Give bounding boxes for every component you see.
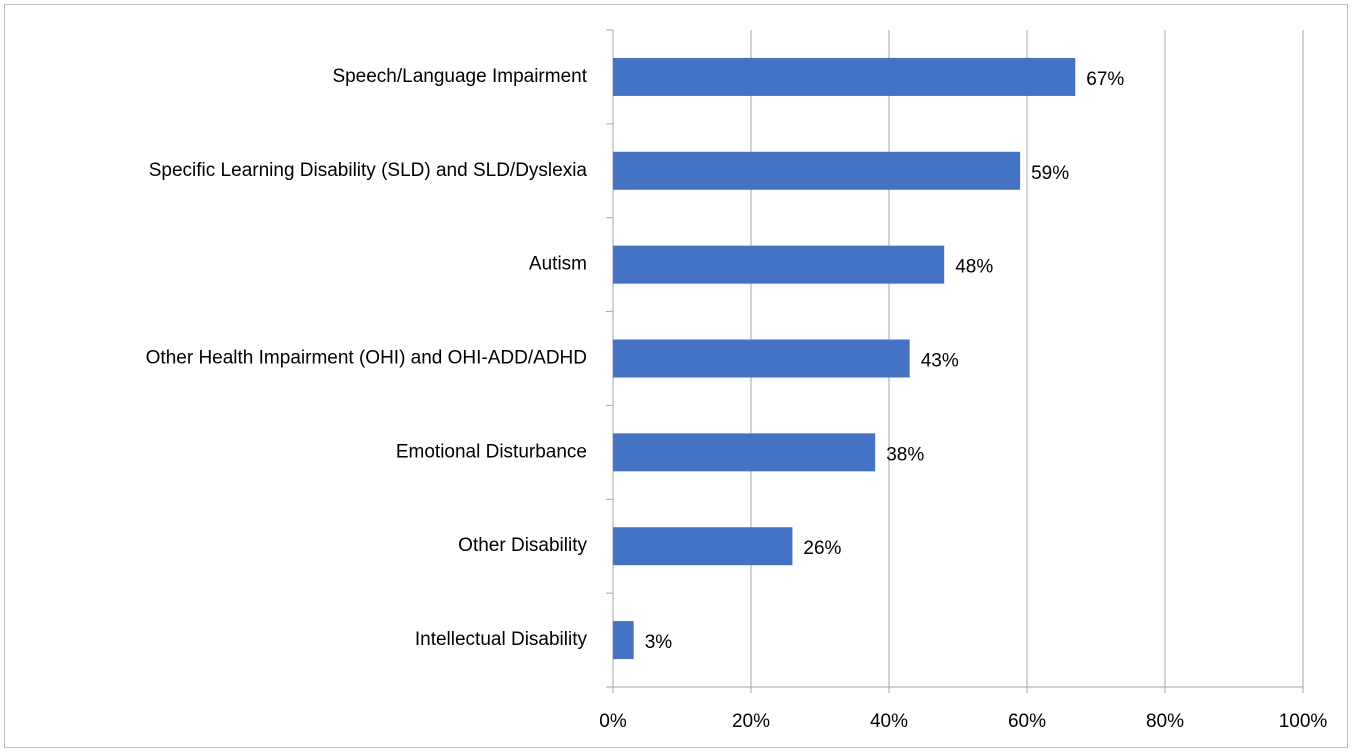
bar [613, 527, 793, 566]
x-tick-label: 20% [732, 711, 770, 732]
y-tick-label: Intellectual Disability [415, 629, 588, 650]
y-tick-label: Autism [529, 254, 587, 275]
value-label: 26% [803, 538, 841, 559]
bar [613, 57, 1076, 96]
x-tick-label: 80% [1146, 711, 1184, 732]
y-tick-label: Specific Learning Disability (SLD) and S… [149, 160, 588, 181]
y-tick-label: Other Disability [458, 535, 587, 556]
y-tick-label: Speech/Language Impairment [332, 66, 587, 87]
value-label: 67% [1086, 69, 1124, 90]
bar [613, 339, 910, 378]
bar [613, 433, 876, 472]
x-tick-label: 40% [870, 711, 908, 732]
value-label: 3% [645, 632, 673, 653]
value-label: 48% [955, 257, 993, 278]
y-tick-label: Other Health Impairment (OHI) and OHI-AD… [146, 348, 587, 369]
value-label: 43% [921, 351, 959, 372]
y-tick-label: Emotional Disturbance [396, 441, 587, 462]
value-label: 59% [1031, 163, 1069, 184]
bar [613, 621, 634, 660]
x-tick-label: 60% [1008, 711, 1046, 732]
bar [613, 151, 1021, 190]
x-tick-label: 100% [1279, 711, 1328, 732]
x-tick-label: 0% [599, 711, 627, 732]
value-label: 38% [886, 444, 924, 465]
bar [613, 245, 945, 284]
